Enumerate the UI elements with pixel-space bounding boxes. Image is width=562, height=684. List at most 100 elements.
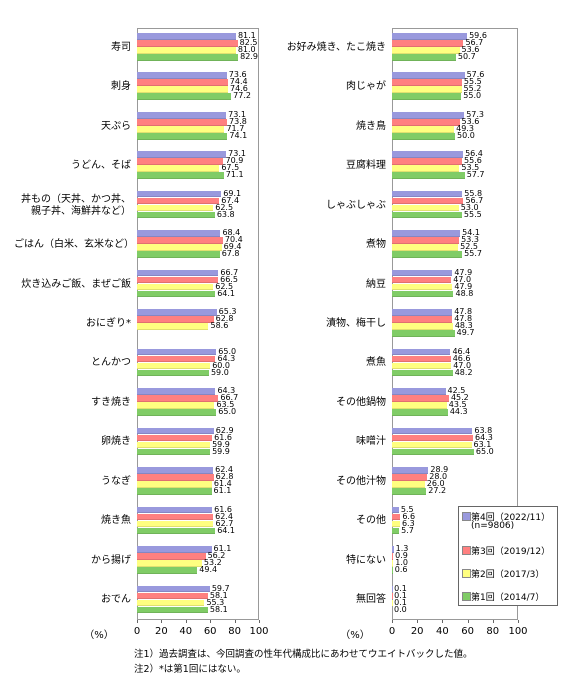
value-label: 66.7 — [220, 393, 239, 403]
value-label: 0.1 — [394, 597, 407, 607]
x-tick-label: 40 — [179, 626, 193, 637]
bar — [137, 388, 216, 395]
value-label: 67.4 — [221, 195, 240, 205]
value-label: 73.8 — [229, 116, 247, 126]
bar — [137, 269, 219, 277]
tick-mark — [518, 620, 519, 623]
value-label: 63.5 — [216, 400, 235, 410]
x-tick-label: 20 — [155, 626, 168, 637]
value-label: 62.5 — [215, 281, 234, 291]
legend-label: 第1回（2014/7） — [471, 593, 545, 603]
bar — [137, 47, 236, 54]
value-label: 61.6 — [214, 432, 232, 442]
value-label: 65.0 — [218, 407, 237, 417]
value-label: 55.8 — [464, 188, 483, 198]
tick-mark — [137, 620, 138, 623]
category-label: おにぎり* — [86, 318, 131, 329]
bar — [392, 330, 455, 337]
value-label: 69.4 — [223, 242, 242, 252]
category-label: 焼き鳥 — [356, 120, 386, 132]
bar — [137, 546, 212, 553]
value-label: 49.7 — [456, 328, 475, 338]
bar — [392, 316, 453, 323]
bar — [137, 132, 228, 140]
value-label: 49.3 — [456, 123, 474, 133]
bar — [137, 158, 224, 165]
bar — [137, 93, 232, 101]
legend-swatch — [462, 592, 471, 601]
bar — [137, 151, 227, 158]
tick-mark — [442, 620, 444, 623]
category-label: 焼き魚 — [101, 515, 131, 527]
bar — [392, 481, 425, 488]
bar — [392, 237, 460, 244]
bar — [137, 79, 228, 87]
bar — [137, 244, 222, 251]
value-label: 82.9 — [240, 52, 258, 61]
tick-mark — [492, 620, 494, 623]
value-label: 45.2 — [450, 393, 469, 403]
value-label: 0.6 — [394, 565, 408, 575]
value-label: 6.3 — [401, 518, 415, 528]
category-label: 寿司 — [111, 41, 131, 53]
value-label: 65.0 — [218, 346, 237, 356]
value-label: 48.3 — [454, 321, 473, 331]
value-label: 63.1 — [473, 439, 492, 449]
value-label: 64.3 — [217, 386, 236, 396]
bar — [137, 86, 228, 94]
legend-label: 第3回（2019/12） — [471, 547, 551, 557]
bar — [137, 283, 214, 291]
value-label: 70.4 — [224, 235, 243, 245]
value-label: 0.9 — [395, 551, 408, 561]
value-label: 73.1 — [228, 149, 246, 159]
x-tick-label: 80 — [486, 626, 500, 637]
bar — [392, 269, 453, 277]
bar — [137, 448, 211, 456]
bar — [137, 197, 220, 205]
value-label: 0.0 — [394, 604, 407, 614]
value-label: 47.9 — [454, 267, 473, 277]
value-label: 1.0 — [395, 558, 408, 568]
bar — [137, 467, 214, 474]
bar — [137, 276, 219, 284]
bar — [137, 355, 216, 363]
value-label: 59.9 — [212, 439, 230, 449]
legend — [458, 506, 558, 606]
bar — [137, 362, 211, 370]
bar — [137, 427, 214, 435]
bar — [392, 488, 427, 495]
x-tick-label: 60 — [203, 626, 217, 637]
bar — [392, 395, 449, 402]
bar — [137, 125, 225, 133]
category-label: 豆腐料理 — [346, 160, 386, 172]
x-tick-label: 0 — [388, 626, 396, 637]
value-label: 81.1 — [237, 31, 256, 40]
bar — [137, 599, 205, 607]
value-label: 53.2 — [203, 558, 222, 568]
value-label: 56.2 — [207, 551, 226, 561]
legend-label: 第2回（2017/3） — [471, 570, 545, 580]
legend-label: 第4回（2022/11） — [471, 513, 551, 523]
value-label: 74.4 — [229, 77, 248, 87]
value-label: 49.4 — [199, 565, 218, 575]
tick-mark — [185, 620, 187, 623]
bar — [137, 40, 238, 47]
bar — [392, 244, 459, 251]
bar — [137, 290, 216, 298]
value-label: 47.8 — [454, 307, 473, 317]
value-label: 0.1 — [394, 583, 407, 593]
bar — [392, 79, 462, 87]
value-label: 74.1 — [229, 130, 248, 140]
value-label: 47.8 — [454, 314, 473, 324]
value-label: 55.5 — [463, 77, 482, 87]
value-label: 57.6 — [466, 70, 485, 80]
value-label: 74.6 — [230, 84, 248, 94]
value-label: 57.7 — [466, 170, 485, 180]
unit-label: （%） — [84, 630, 114, 641]
bar — [137, 527, 216, 535]
x-tick-label: 100 — [508, 626, 528, 637]
value-label: 44.3 — [449, 407, 468, 417]
value-label: 54.1 — [462, 228, 480, 238]
value-label: 56.4 — [465, 149, 483, 159]
tick-mark — [259, 620, 260, 623]
